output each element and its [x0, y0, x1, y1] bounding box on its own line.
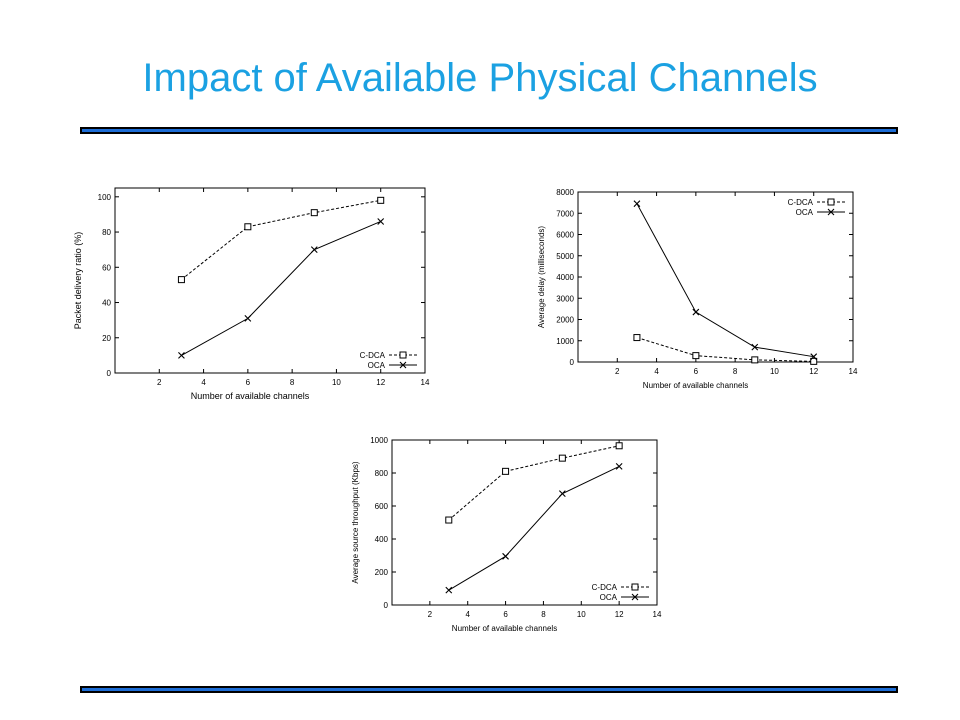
- oca-data-point: [310, 246, 318, 254]
- y-tick-label: 100: [98, 193, 112, 202]
- x-tick-label: 8: [733, 367, 738, 376]
- legend-marker: [827, 198, 835, 206]
- x-axis-label: Number of available channels: [191, 391, 310, 401]
- oca-data-point: [502, 552, 509, 560]
- y-tick-label: 600: [375, 502, 389, 511]
- oca-data-point: [445, 586, 453, 594]
- oca-data-point: [178, 351, 185, 359]
- legend-marker: [631, 583, 639, 591]
- c-dca-data-point: [633, 334, 641, 342]
- oca-data-point: [633, 200, 641, 208]
- y-tick-label: 1000: [556, 337, 574, 346]
- c-dca-data-point: [810, 357, 818, 365]
- x-tick-label: 2: [615, 367, 620, 376]
- oca-data-point: [244, 314, 252, 322]
- x-tick-label: 10: [332, 378, 341, 387]
- average-delay-chart: 2 4 6 8 10 12 14 0 1000 2000 3000 4000 5000 6000 7000 8…: [537, 188, 858, 390]
- legend-label: C-DCA: [592, 583, 618, 592]
- x-tick-label: 8: [541, 610, 546, 619]
- legend-marker: [399, 351, 407, 359]
- oca-data-point: [615, 463, 623, 470]
- y-tick-label: 7000: [556, 209, 574, 218]
- oca-series-line: [636, 203, 814, 358]
- y-tick-label: 2000: [556, 316, 574, 325]
- y-tick-label: 3000: [556, 294, 574, 303]
- plot-frame: [391, 439, 658, 606]
- c-dca-data-point: [377, 196, 385, 204]
- x-tick-label: 12: [615, 610, 624, 619]
- y-tick-label: 80: [102, 228, 111, 237]
- x-tick-label: 4: [465, 610, 470, 619]
- x-axis-label: Number of available channels: [452, 624, 557, 633]
- c-dca-data-point: [615, 442, 623, 450]
- y-axis-label: Average delay (milliseconds): [537, 226, 546, 328]
- x-tick-label: 14: [849, 367, 858, 376]
- top-divider: [80, 127, 898, 134]
- y-tick-label: 800: [375, 469, 389, 478]
- c-dca-data-point: [558, 454, 566, 462]
- x-tick-label: 6: [246, 378, 251, 387]
- y-axis-label: Average source throughput (Kbps): [351, 461, 360, 583]
- y-tick-label: 8000: [556, 188, 574, 197]
- oca-series-line: [181, 221, 381, 356]
- y-tick-label: 0: [384, 601, 389, 610]
- legend-label: C-DCA: [360, 351, 386, 360]
- x-tick-label: 12: [809, 367, 818, 376]
- packet-delivery-chart: 2 4 6 8 10 12 14 0 20 40 60 80 100 Number of availabl…: [73, 187, 430, 401]
- x-axis-label: Number of available channels: [643, 381, 748, 390]
- c-dca-data-point: [445, 516, 453, 524]
- x-tick-label: 12: [376, 378, 385, 387]
- y-tick-label: 0: [570, 358, 575, 367]
- c-dca-data-point: [751, 356, 759, 364]
- x-tick-label: 2: [428, 610, 433, 619]
- x-tick-label: 4: [654, 367, 659, 376]
- x-tick-label: 10: [770, 367, 779, 376]
- plot-frame: [577, 191, 854, 363]
- y-tick-label: 200: [375, 568, 389, 577]
- c-dca-data-point: [244, 223, 252, 231]
- c-dca-data-point: [502, 467, 510, 475]
- legend-label: OCA: [796, 208, 814, 217]
- y-tick-label: 400: [375, 535, 389, 544]
- y-tick-label: 6000: [556, 231, 574, 240]
- x-tick-label: 4: [201, 378, 206, 387]
- y-tick-label: 20: [102, 334, 111, 343]
- bottom-divider: [80, 686, 898, 693]
- legend-marker: [631, 593, 639, 601]
- c-dca-data-point: [310, 209, 318, 217]
- y-tick-label: 5000: [556, 252, 574, 261]
- y-tick-label: 0: [107, 369, 112, 378]
- x-tick-label: 14: [653, 610, 662, 619]
- oca-data-point: [558, 490, 566, 498]
- y-axis-label: Packet delivery ratio (%): [73, 232, 83, 330]
- slide-title: Impact of Available Physical Channels: [142, 56, 818, 100]
- y-tick-label: 1000: [370, 436, 388, 445]
- x-tick-label: 8: [290, 378, 295, 387]
- plot-frame: [114, 187, 426, 374]
- oca-series-line: [448, 465, 620, 591]
- legend-label: OCA: [600, 593, 618, 602]
- oca-data-point: [377, 218, 385, 225]
- x-tick-label: 2: [157, 378, 162, 387]
- y-tick-label: 60: [102, 263, 111, 272]
- source-throughput-chart: 2 4 6 8 10 12 14 0 200 400 600 800 1000 Number of ava…: [351, 436, 662, 633]
- c-dca-series-line: [448, 445, 620, 521]
- legend-marker: [827, 208, 835, 216]
- c-dca-series-line: [181, 199, 381, 281]
- legend-label: C-DCA: [788, 198, 814, 207]
- c-dca-series-line: [636, 337, 814, 362]
- oca-data-point: [692, 308, 700, 316]
- c-dca-data-point: [692, 352, 700, 360]
- oca-data-point: [810, 353, 818, 361]
- oca-data-point: [751, 343, 759, 351]
- x-tick-label: 6: [503, 610, 508, 619]
- legend-marker: [399, 361, 407, 369]
- x-tick-label: 6: [694, 367, 699, 376]
- x-tick-label: 10: [577, 610, 586, 619]
- c-dca-data-point: [177, 276, 185, 284]
- y-tick-label: 4000: [556, 273, 574, 282]
- x-tick-label: 14: [421, 378, 430, 387]
- legend-label: OCA: [368, 361, 386, 370]
- y-tick-label: 40: [102, 299, 111, 308]
